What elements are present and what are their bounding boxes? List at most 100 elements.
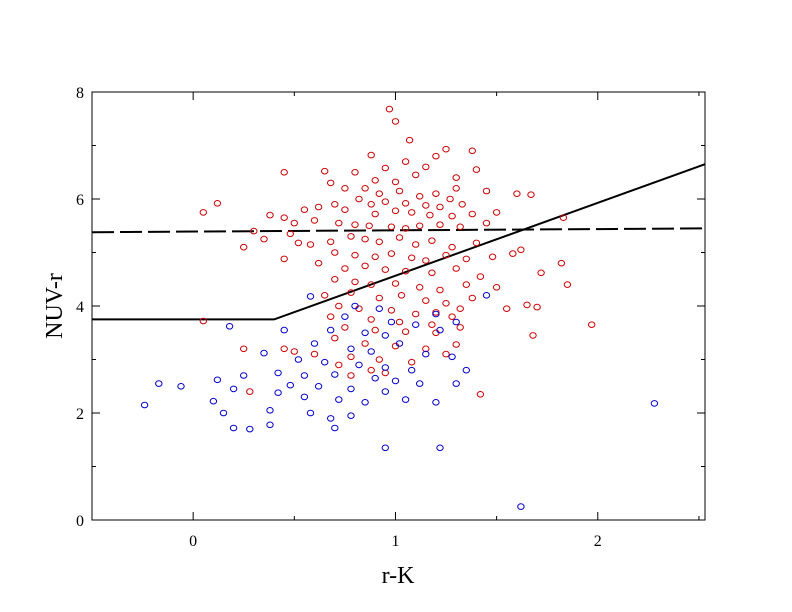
red-data-point: [246, 388, 254, 395]
red-data-point: [492, 209, 501, 216]
blue-data-point: [448, 353, 456, 361]
blue-data-point: [229, 424, 238, 432]
red-data-point: [458, 201, 466, 208]
red-data-point: [442, 251, 450, 259]
blue-data-point: [381, 364, 389, 371]
red-data-point: [327, 179, 335, 187]
red-data-point: [588, 321, 596, 329]
red-data-point: [448, 243, 456, 251]
red-data-point: [422, 257, 430, 264]
red-data-point: [361, 262, 369, 270]
blue-data-point: [274, 369, 282, 377]
blue-data-point: [361, 329, 369, 337]
blue-data-point: [327, 326, 335, 334]
red-data-point: [428, 321, 436, 329]
red-data-point: [371, 177, 379, 184]
blue-data-point: [381, 332, 389, 339]
red-data-point: [371, 210, 379, 218]
red-data-point: [395, 187, 404, 195]
blue-data-point: [381, 388, 389, 395]
axis-tick-labels: 0 1 2 0 2 4 6 8: [76, 85, 602, 550]
red-data-point: [428, 237, 436, 244]
blue-data-point: [351, 302, 359, 310]
red-data-point: [436, 221, 444, 228]
red-data-point: [462, 255, 470, 263]
blue-data-point: [401, 396, 410, 403]
red-data-point: [341, 185, 349, 192]
red-data-point: [482, 187, 491, 195]
blue-data-point: [314, 383, 323, 390]
blue-data-point: [381, 444, 389, 452]
red-data-point: [351, 251, 359, 259]
red-data-point: [381, 164, 389, 172]
red-data-point: [250, 227, 258, 235]
x-axis-title: r-K: [382, 563, 416, 589]
red-data-point: [367, 281, 375, 288]
blue-data-point: [482, 292, 491, 299]
red-data-point: [361, 185, 369, 192]
red-data-point: [300, 206, 309, 213]
blue-data-point: [412, 321, 420, 329]
blue-data-point: [408, 366, 416, 374]
red-data-point: [351, 221, 359, 228]
red-data-point: [331, 276, 339, 283]
red-data-point: [397, 292, 406, 299]
red-data-point: [452, 341, 460, 348]
blue-data-point: [452, 380, 460, 387]
red-data-point: [442, 350, 450, 358]
blue-data-point: [361, 399, 369, 406]
red-data-point: [381, 198, 389, 205]
blue-data-point: [300, 393, 309, 401]
blue-data-point: [371, 374, 379, 382]
blue-data-point: [300, 372, 309, 379]
red-data-point: [405, 136, 414, 144]
blue-data-point: [274, 389, 282, 397]
blue-data-point: [436, 326, 444, 334]
x-tick-label: 0: [189, 533, 197, 550]
red-data-point: [280, 345, 288, 353]
red-data-point: [327, 238, 335, 246]
red-data-point: [468, 147, 476, 155]
red-data-point: [347, 372, 355, 379]
red-data-point: [314, 259, 323, 267]
blue-data-point: [422, 350, 430, 358]
red-data-point: [401, 158, 410, 165]
blue-data-point: [213, 376, 222, 384]
red-data-point: [422, 345, 430, 353]
red-data-point: [472, 239, 481, 247]
blue-data-point: [327, 415, 335, 422]
red-data-point: [331, 334, 339, 342]
blue-data-point: [280, 326, 288, 334]
y-tick-label: 4: [76, 299, 84, 316]
x-tick-label: 2: [594, 533, 602, 550]
red-data-point: [468, 210, 476, 218]
red-data-point: [367, 366, 375, 374]
red-data-point: [213, 200, 222, 207]
blue-data-point: [331, 371, 339, 378]
red-data-point: [351, 169, 359, 176]
red-data-point: [387, 307, 396, 314]
blue-data-point: [367, 348, 375, 355]
red-data-point: [331, 201, 339, 208]
red-data-point: [361, 235, 369, 243]
red-data-point: [432, 190, 440, 197]
red-data-point: [395, 234, 404, 241]
red-data-point: [321, 167, 329, 175]
red-data-point: [381, 369, 389, 377]
red-data-point: [408, 209, 416, 216]
blue-data-point: [432, 399, 440, 406]
red-data-point: [401, 328, 410, 336]
red-data-point: [375, 238, 383, 246]
red-data-point: [367, 316, 375, 323]
y-tick-label: 0: [76, 513, 84, 530]
y-tick-label: 6: [76, 192, 84, 209]
red-data-point: [335, 219, 343, 227]
red-data-point: [563, 281, 572, 288]
red-data-point: [476, 273, 485, 280]
red-data-point: [408, 254, 416, 262]
red-data-point: [436, 286, 444, 294]
red-data-point: [482, 219, 491, 227]
blue-data-point: [436, 444, 444, 452]
red-data-point: [422, 202, 430, 209]
blue-data-point: [155, 380, 163, 387]
